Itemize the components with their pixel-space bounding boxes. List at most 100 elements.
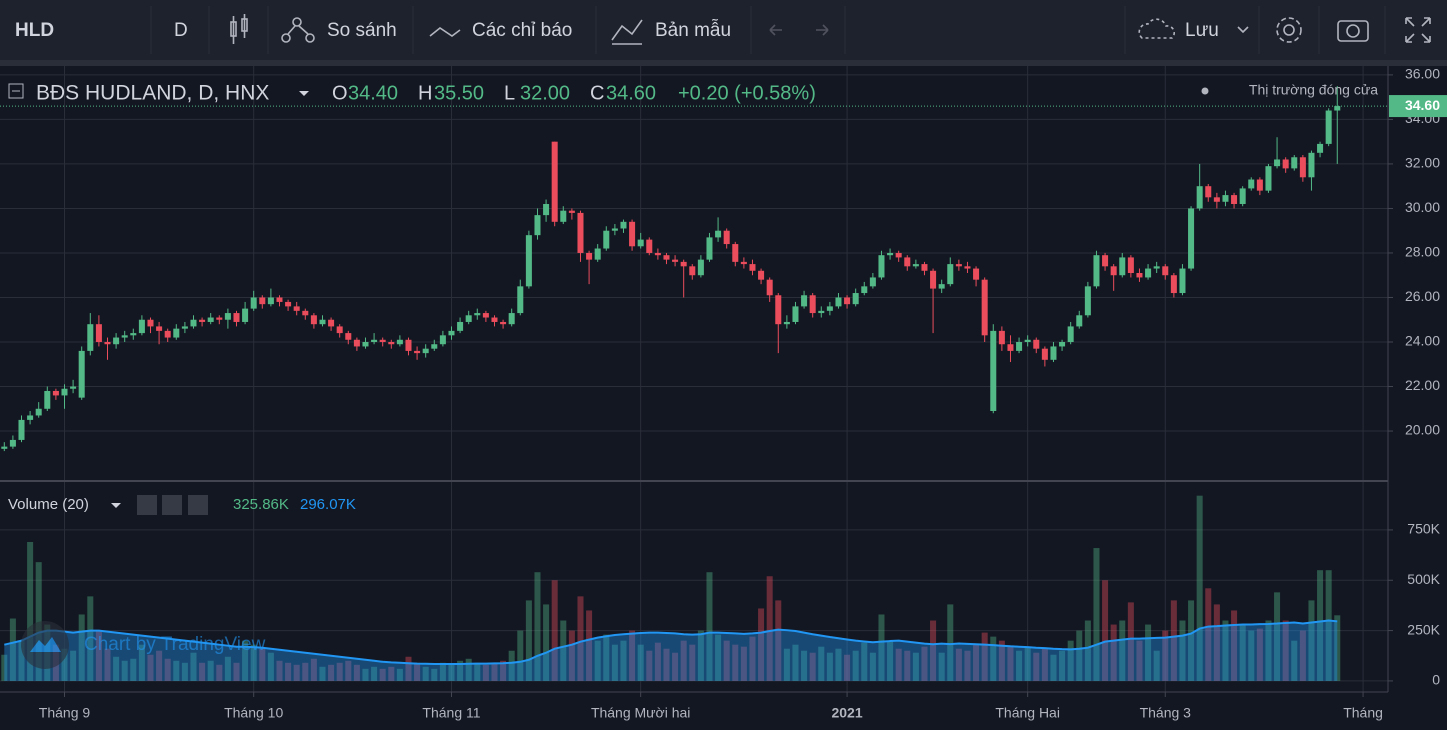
volume-bar [147,654,154,681]
candle-body [921,264,928,271]
x-tick-label: Tháng [1343,705,1383,721]
volume-caret[interactable] [111,503,121,508]
candle-body [1248,179,1255,189]
volume-bar [207,660,214,681]
candle-body [1196,186,1203,209]
volume-bar [1007,646,1014,681]
volume-bar [1084,620,1091,681]
watermark: Chart by TradingView [84,634,266,655]
candle-body [267,297,274,305]
volume-bar [1033,652,1040,681]
volume-bar [680,640,687,681]
candle-body [689,266,696,276]
candle-body [508,313,515,325]
volume-bar [422,666,429,681]
candle-body [1110,266,1117,276]
candle-body [87,324,94,351]
candle-body [792,306,799,322]
y-tick-label: 20.00 [1405,422,1440,438]
candle-body [955,264,962,267]
volume-bar [912,652,919,681]
volume-bar [35,562,42,681]
cloud-icon[interactable] [1138,18,1176,39]
candle-icon[interactable] [230,14,248,44]
candle-body [861,286,868,294]
volume-bar [285,662,292,681]
volume-bar [1,654,8,681]
candle-body [818,310,825,314]
y2-tick-label: 500K [1407,571,1440,587]
volume-bar [887,640,894,681]
candle-body [1239,188,1246,204]
candle-body [1205,186,1212,198]
volume-buttons[interactable] [137,495,208,515]
candle-body [259,297,266,305]
toolbar-gap [0,60,1447,66]
candle-body [61,388,68,396]
candle-body [1041,348,1048,360]
interval[interactable]: D [174,20,188,41]
x-tick-label: Tháng Hai [995,705,1060,721]
candle-body [328,319,335,327]
volume-bar [938,652,945,681]
volume-bar [27,542,34,681]
volume-bar [405,656,412,681]
title-caret[interactable] [299,91,309,96]
settings-icon[interactable] [1276,17,1302,43]
volume-title[interactable]: Volume (20) [8,496,89,513]
candle-body [482,313,489,318]
volume-bar [242,640,249,681]
chart-title[interactable]: BĐS HUDLAND, D, HNX [36,82,269,105]
templates-icon[interactable] [611,19,643,45]
candle-body [345,333,352,340]
candle-body [70,386,77,389]
candle-body [973,268,980,280]
volume-bar [457,660,464,681]
volume-bar [1291,640,1298,681]
candle-body [912,264,919,267]
volume-bar [1067,640,1074,681]
volume-bar [947,604,954,681]
fullscreen-icon[interactable] [1405,17,1431,43]
candle-body [242,308,249,322]
collapse-button[interactable] [8,83,24,99]
volume-bar [70,650,77,681]
volume-bar [224,656,231,681]
save-caret[interactable] [1237,26,1249,34]
volume-ma-area [4,620,1338,681]
candle-body [1325,110,1332,144]
candle-body [379,339,386,342]
volume-bar [448,664,455,681]
undo-redo[interactable] [769,24,829,36]
candle-body [121,335,128,338]
indicators-icon[interactable] [429,27,461,37]
candle-body [568,210,575,213]
symbol[interactable]: HLD [15,20,54,41]
candle-body [27,415,34,420]
volume-bar [783,648,790,681]
candle-body [1317,143,1324,153]
volume-bar [586,610,593,681]
indicators[interactable]: Các chỉ báo [472,20,572,41]
x-tick-label: Tháng 9 [39,705,91,721]
volume-bar [603,634,610,681]
volume-bar [749,636,756,681]
volume-bar [809,652,816,681]
volume-bar [336,662,343,681]
volume-bar [697,630,704,681]
volume-bar [525,600,532,681]
candle-body [749,264,756,271]
save[interactable]: Lưu [1185,20,1219,41]
volume-bar [990,636,997,681]
volume-bar [482,664,489,681]
volume-bar [1127,602,1134,681]
compare[interactable]: So sánh [327,20,397,41]
snapshot-icon[interactable] [1337,20,1369,42]
volume-bar [1274,592,1281,681]
volume-bar [267,652,274,681]
compare-icon[interactable] [281,17,315,43]
volume-bar [930,620,937,681]
volume-bar [620,640,627,681]
templates[interactable]: Bản mẫu [655,19,731,41]
volume-bar [1265,620,1272,681]
